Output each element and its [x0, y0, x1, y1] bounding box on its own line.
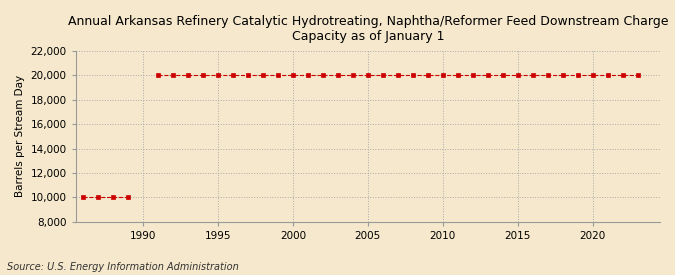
Y-axis label: Barrels per Stream Day: Barrels per Stream Day — [15, 75, 25, 197]
Text: Source: U.S. Energy Information Administration: Source: U.S. Energy Information Administ… — [7, 262, 238, 272]
Title: Annual Arkansas Refinery Catalytic Hydrotreating, Naphtha/Reformer Feed Downstre: Annual Arkansas Refinery Catalytic Hydro… — [68, 15, 668, 43]
